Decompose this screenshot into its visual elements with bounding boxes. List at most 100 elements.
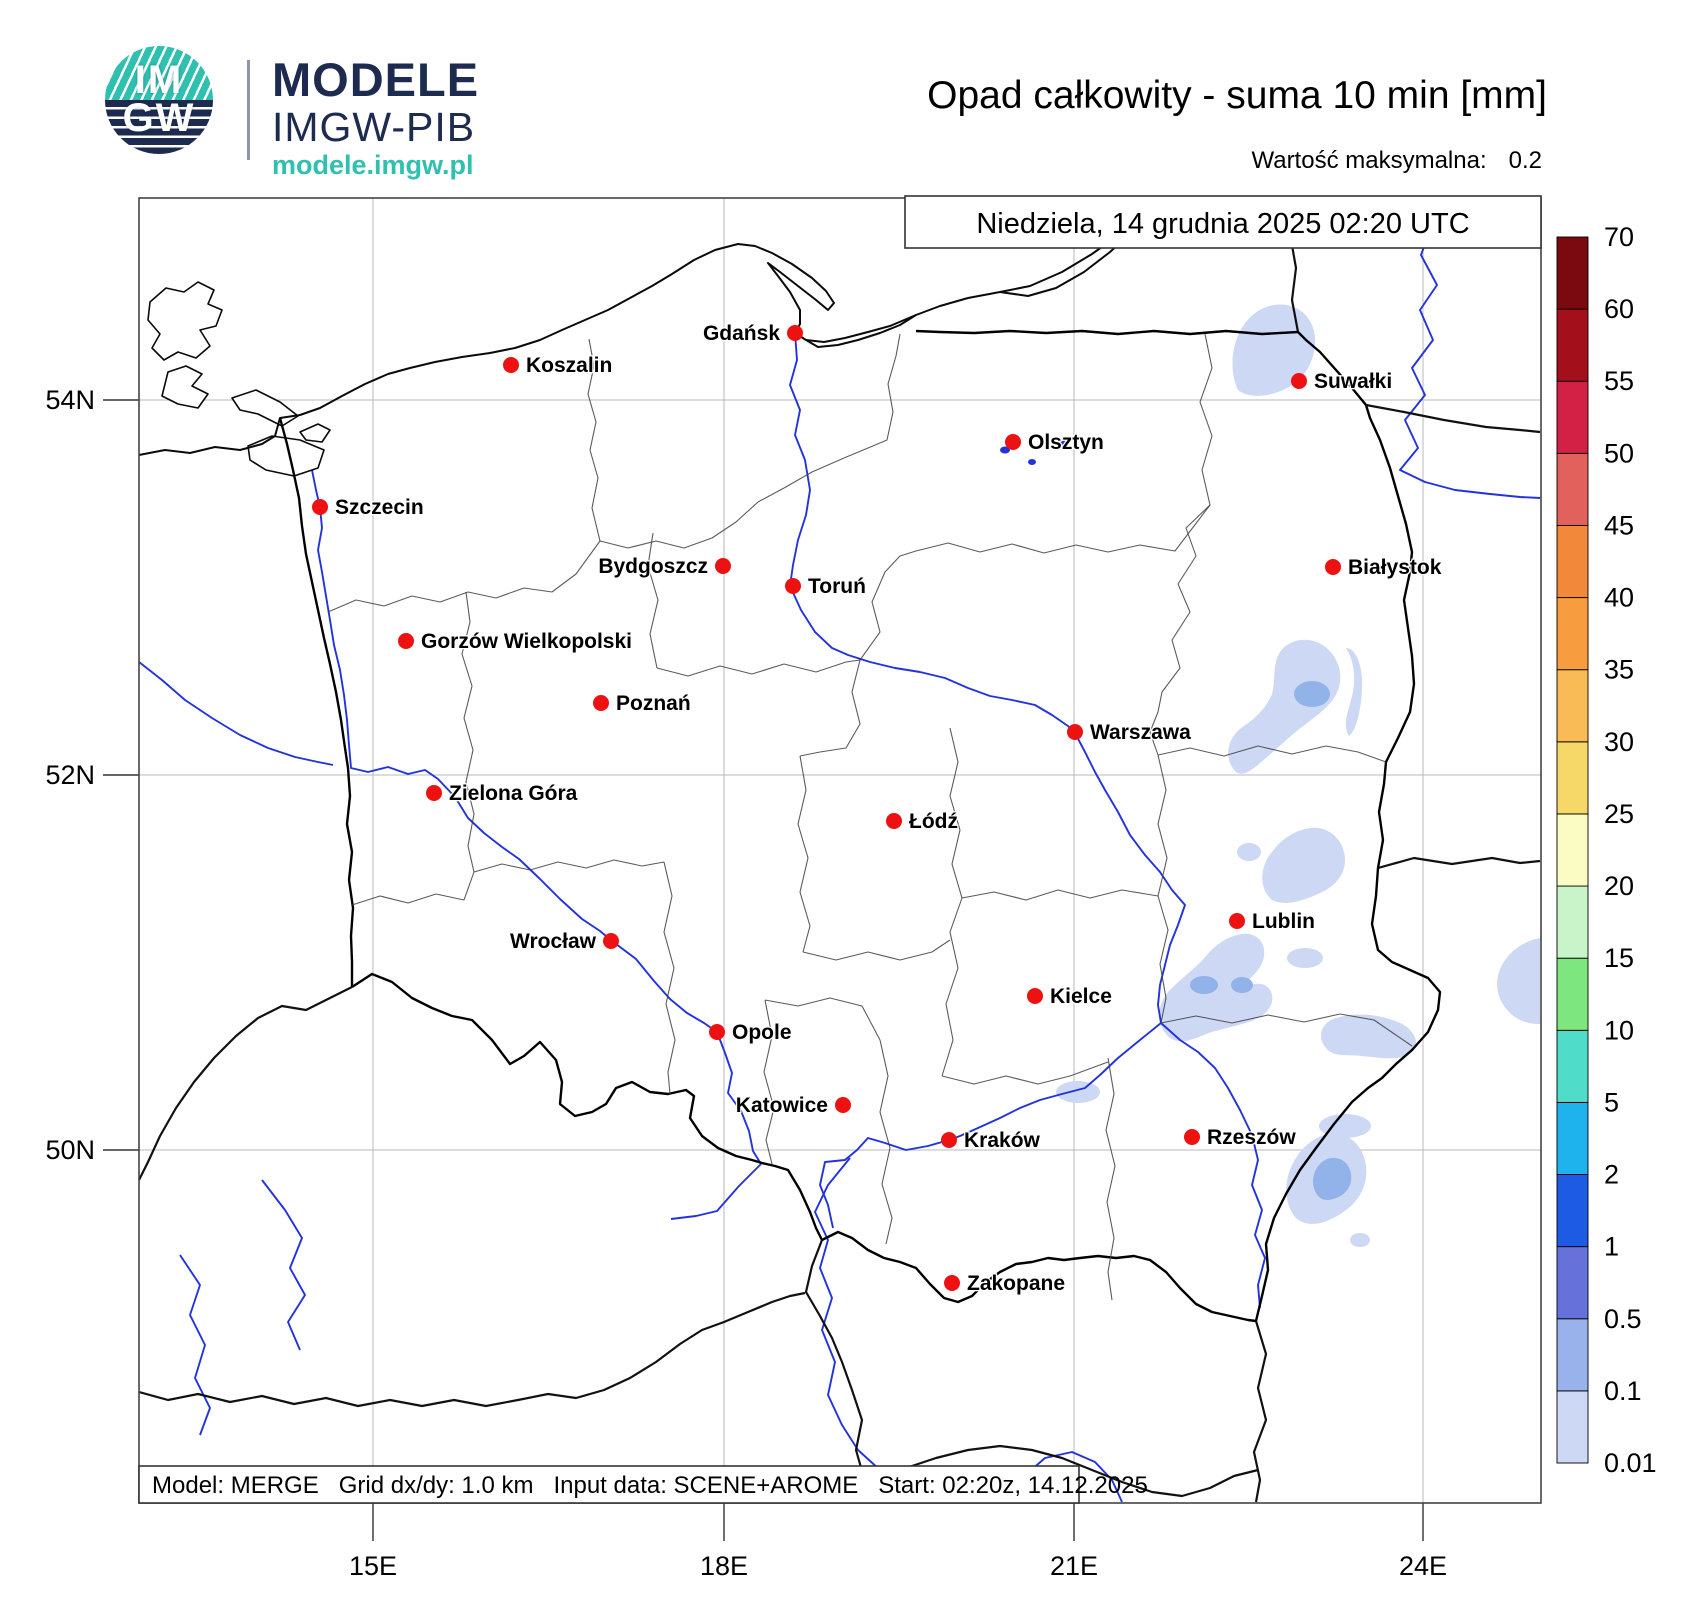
voivodeship-borders bbox=[327, 333, 1413, 1301]
colorbar-segment-55-60 bbox=[1556, 308, 1589, 382]
river-oder-upstream bbox=[670, 1163, 762, 1220]
city-marker-Poznań bbox=[593, 695, 609, 711]
lon-label-3: 24E bbox=[1399, 1551, 1447, 1581]
city-marker-Łódź bbox=[886, 813, 902, 829]
colorbar-label-45: 45 bbox=[1604, 510, 1634, 540]
logo-divider bbox=[247, 60, 250, 160]
city-label-Koszalin: Koszalin bbox=[526, 354, 612, 377]
city-label-Zielona Góra: Zielona Góra bbox=[449, 782, 578, 805]
colorbar-label-0.1: 0.1 bbox=[1604, 1376, 1642, 1406]
city-marker-Gorzów Wielkopolski bbox=[398, 633, 414, 649]
precip-patch-lublin-ne bbox=[1262, 827, 1346, 903]
border-cz-sk bbox=[804, 1239, 866, 1503]
colorbar-segment-10-15 bbox=[1556, 957, 1589, 1031]
brand-url: modele.imgw.pl bbox=[272, 150, 474, 180]
city-marker-Katowice bbox=[835, 1097, 851, 1113]
coastal-island-2 bbox=[161, 365, 209, 409]
lon-label-0: 15E bbox=[349, 1551, 397, 1581]
river-san bbox=[1160, 1022, 1266, 1309]
precip-patch-krakow-east bbox=[1056, 1081, 1100, 1103]
border-pl-sk bbox=[821, 1230, 1257, 1323]
city-label-Warszawa: Warszawa bbox=[1090, 721, 1191, 744]
colorbar-label-10: 10 bbox=[1604, 1015, 1634, 1045]
colorbar-segment-0.5-1 bbox=[1556, 1246, 1589, 1320]
colorbar-segment-0.01-0.1 bbox=[1556, 1390, 1589, 1464]
city-marker-Opole bbox=[709, 1024, 725, 1040]
max-value: 0.2 bbox=[1508, 147, 1542, 174]
colorbar-segment-45-50 bbox=[1556, 452, 1589, 526]
city-label-Lublin: Lublin bbox=[1252, 910, 1315, 933]
max-value-label: Wartość maksymalna: bbox=[1251, 147, 1487, 174]
city-label-Gorzów Wielkopolski: Gorzów Wielkopolski bbox=[421, 630, 632, 653]
border-ua-sk bbox=[1252, 1320, 1268, 1503]
river-czech-1 bbox=[261, 1179, 306, 1351]
city-marker-Warszawa bbox=[1067, 724, 1083, 740]
river-neman bbox=[1399, 197, 1541, 499]
border-pl-lt bbox=[1297, 331, 1367, 406]
logo-monogram-top: IM bbox=[134, 58, 184, 102]
precip-core-rzeszow bbox=[1313, 1157, 1352, 1200]
city-label-Zakopane: Zakopane bbox=[967, 1272, 1065, 1295]
colorbar-segment-1-2 bbox=[1556, 1174, 1589, 1248]
city-marker-Toruń bbox=[785, 578, 801, 594]
colorbar-segment-20-25 bbox=[1556, 813, 1589, 887]
city-marker-Kielce bbox=[1027, 988, 1043, 1004]
border-sk-hu bbox=[857, 1444, 1259, 1503]
colorbar-segment-35-40 bbox=[1556, 597, 1589, 671]
usedom-island bbox=[231, 389, 299, 427]
colorbar-label-25: 25 bbox=[1604, 799, 1634, 829]
city-label-Poznań: Poznań bbox=[616, 692, 691, 715]
precip-patch-right-edge bbox=[1497, 938, 1540, 1024]
city-marker-Suwałki bbox=[1291, 373, 1307, 389]
colorbar-segment-40-45 bbox=[1556, 525, 1589, 599]
border-cz-de bbox=[138, 986, 353, 1181]
city-label-Bydgoszcz: Bydgoszcz bbox=[598, 555, 708, 578]
city-marker-Szczecin bbox=[312, 499, 328, 515]
precip-patch-se-small bbox=[1319, 1114, 1371, 1138]
colorbar-segment-0.1-0.5 bbox=[1556, 1318, 1589, 1392]
masurian-lake-2 bbox=[1028, 459, 1036, 465]
wolin-island bbox=[299, 423, 331, 443]
brand-modele: MODELE bbox=[272, 53, 480, 106]
datetime-box: Niedziela, 14 grudnia 2025 02:20 UTC bbox=[904, 195, 1542, 249]
colorbar-label-60: 60 bbox=[1604, 294, 1634, 324]
max-value-line: Wartość maksymalna: 0.2 bbox=[1251, 147, 1542, 175]
border-pl-ua bbox=[1254, 867, 1442, 1322]
city-marker-Lublin bbox=[1229, 913, 1245, 929]
lat-label-2: 50N bbox=[45, 1135, 95, 1165]
city-marker-Wrocław bbox=[603, 933, 619, 949]
coastlines bbox=[138, 197, 1163, 477]
colorbar-segment-2-5 bbox=[1556, 1101, 1589, 1175]
colorbar-segment-50-55 bbox=[1556, 380, 1589, 454]
city-marker-Koszalin bbox=[503, 357, 519, 373]
border-cz-at bbox=[138, 1291, 806, 1408]
city-label-Białystok: Białystok bbox=[1348, 556, 1442, 579]
city-label-Rzeszów: Rzeszów bbox=[1207, 1126, 1296, 1149]
vistula-lagoon bbox=[805, 314, 917, 348]
colorbar-segment-5-10 bbox=[1556, 1029, 1589, 1103]
precip-patch-east-mazovia bbox=[1228, 639, 1341, 774]
precip-spot-lublin-nw bbox=[1237, 843, 1261, 861]
colorbar-label-0.01: 0.01 bbox=[1604, 1448, 1657, 1478]
colorbar-label-55: 55 bbox=[1604, 366, 1634, 396]
colorbar-label-15: 15 bbox=[1604, 943, 1634, 973]
city-label-Olsztyn: Olsztyn bbox=[1028, 431, 1104, 454]
colorbar-label-30: 30 bbox=[1604, 727, 1634, 757]
city-label-Toruń: Toruń bbox=[808, 575, 866, 598]
river-vistula bbox=[789, 332, 1186, 1229]
brand-imgw-pib: IMGW-PIB bbox=[272, 104, 476, 150]
ruegen-island bbox=[147, 281, 223, 361]
precipitation-patches bbox=[1056, 304, 1540, 1247]
precip-patch-suwalki bbox=[1232, 304, 1316, 396]
city-label-Wrocław: Wrocław bbox=[510, 930, 597, 953]
border-pl-by bbox=[1364, 404, 1416, 869]
colorbar-label-70: 70 bbox=[1604, 222, 1634, 252]
lon-label-1: 18E bbox=[700, 1551, 748, 1581]
city-marker-Gdańsk bbox=[787, 325, 803, 341]
colorbar-label-2: 2 bbox=[1604, 1160, 1619, 1190]
precip-spot-se bbox=[1350, 1233, 1370, 1247]
precip-core-sw-1 bbox=[1190, 976, 1218, 994]
masurian-lake-3 bbox=[1060, 439, 1068, 445]
